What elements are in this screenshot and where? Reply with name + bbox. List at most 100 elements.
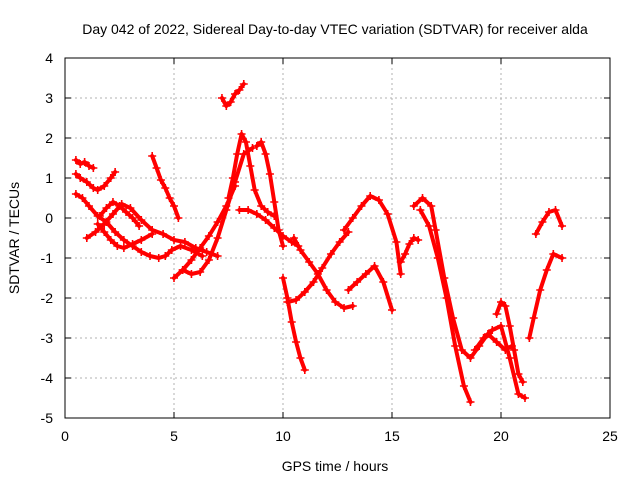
data-point [154,254,163,262]
data-point [549,250,558,258]
data-point [165,194,174,202]
data-point [187,256,196,264]
y-tick-label: -1 [41,250,54,266]
data-point [279,274,287,282]
data-point [536,286,545,294]
data-point [222,102,231,110]
data-point [204,256,213,264]
x-tick-label: 5 [170,428,178,444]
y-tick-label: 2 [45,130,53,146]
series-arc-1 [71,156,98,172]
data-point [106,236,115,244]
data-point [392,238,401,246]
data-point [119,244,128,252]
data-point [89,184,98,192]
data-point [383,210,392,218]
data-point [466,398,475,406]
data-point [300,288,309,296]
data-point [111,228,120,236]
data-point [148,230,157,238]
series-arc-12 [235,206,303,250]
data-point [196,268,205,276]
series-band [418,208,473,404]
data-point [305,258,314,266]
data-point [427,202,436,210]
y-tick-label: 4 [45,50,53,66]
data-point [279,242,287,250]
data-point [71,156,80,164]
data-point [204,232,213,240]
data-point [213,218,222,226]
data-point [100,182,109,190]
data-point [497,298,505,306]
y-tick-label: 0 [45,210,53,226]
data-point [433,254,442,262]
data-point [170,236,178,244]
data-point [178,266,187,274]
data-point [252,210,261,218]
data-point [135,222,144,230]
data-point [248,144,257,152]
data-point [108,198,117,206]
series-arc-10 [217,80,248,110]
data-point [340,226,349,234]
plot-frame [64,57,611,419]
data-point [261,216,270,224]
data-point [91,228,100,236]
data-point [442,294,451,302]
axes: 0 5 10 15 20 25 -5 -4 -3 -2 -1 0 1 2 3 4 [41,50,618,444]
series-arc-17 [340,192,405,278]
data-point [379,278,388,286]
series-arc-7 [148,152,183,222]
data-point [374,196,383,204]
series-band [226,132,277,218]
series-arc-23 [492,298,527,386]
series-arc-16 [289,234,357,312]
data-point [335,238,344,246]
data-point [544,208,553,216]
series-arc-22 [470,322,529,402]
data-point [119,236,128,244]
data-point [93,220,102,228]
data-point [418,194,427,202]
series-arc-21 [416,206,475,406]
data-point [300,366,309,374]
data-point [265,170,274,178]
series-arc-9 [178,144,257,278]
data-point [274,226,283,234]
data-point [250,186,259,194]
data-point [292,338,301,346]
data-point [409,202,418,210]
series-band [237,208,301,248]
y-tick-label: -4 [41,370,54,386]
data-point [217,94,226,102]
data-point [82,234,91,242]
data-point [257,138,266,146]
x-tick-label: 15 [384,428,400,444]
data-point [470,346,479,354]
data-point [510,346,519,354]
data-point [152,164,161,172]
data-point [246,162,255,170]
data-point [409,234,418,242]
series-band [291,236,355,310]
data-point [292,296,301,304]
data-point [76,160,85,168]
series-band [527,252,564,340]
data-point [505,354,514,362]
data-point [239,80,248,88]
data-point [370,262,379,270]
data-point [137,248,146,256]
data-point [401,250,410,258]
data-point [558,222,567,230]
series-band [84,202,220,258]
data-point [159,230,168,238]
series-arc-24 [525,250,567,342]
data-point [115,202,124,210]
data-point [176,242,185,250]
data-point [451,342,460,350]
data-point [213,252,222,260]
data-point [505,322,514,330]
series-band [95,222,155,250]
